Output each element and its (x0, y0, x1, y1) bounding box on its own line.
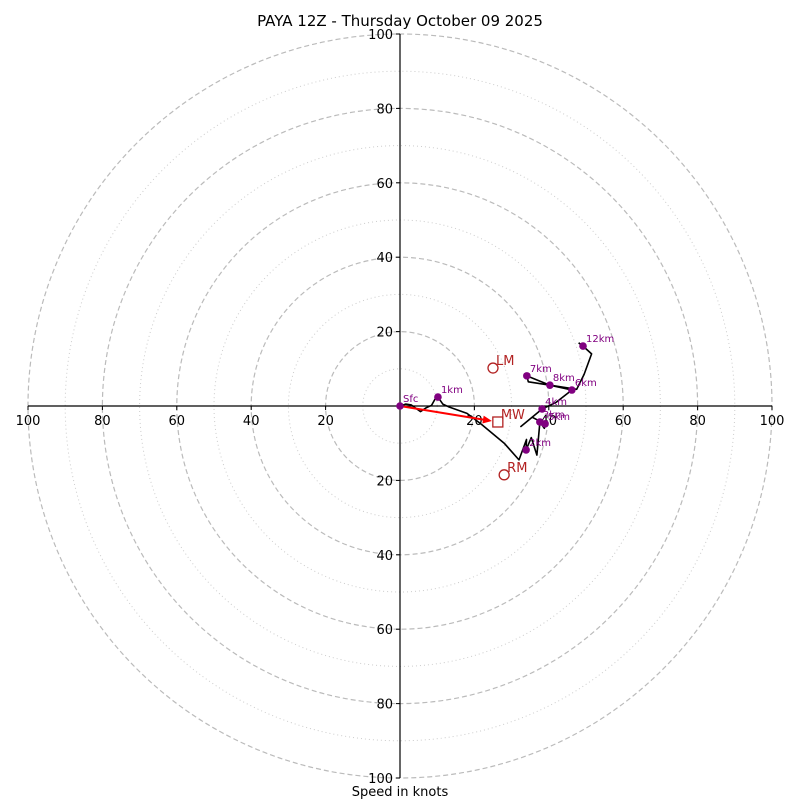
x-tick-label: 100 (16, 414, 41, 429)
storm-label-LM: LM (496, 354, 514, 369)
height-marker-5km (541, 420, 549, 428)
height-label-1km: 1km (441, 385, 463, 396)
x-tick-label: 80 (689, 414, 706, 429)
height-marker-4km (538, 405, 546, 413)
x-tick-label: 80 (94, 414, 111, 429)
tick-labels: 100 80 60 40 20 20 40 60 80 100100806040202040608… (16, 28, 785, 787)
x-tick-label: 100 (760, 414, 785, 429)
x-tick-label: 40 (243, 414, 260, 429)
storm-label-MW: MW (501, 408, 525, 423)
mean-wind-arrow-group (399, 405, 492, 424)
height-label-5km: 5km (548, 412, 570, 423)
height-label-6km: 6km (575, 378, 597, 389)
y-tick-label: 20 (376, 474, 393, 489)
y-tick-label: 80 (376, 698, 393, 713)
height-marker-7km (523, 372, 531, 380)
height-marker-1km (434, 393, 442, 401)
height-marker-2km (522, 446, 530, 454)
height-marker-8km (546, 381, 554, 389)
chart-title: PAYA 12Z - Thursday October 09 2025 (257, 12, 543, 30)
height-label-7km: 7km (530, 364, 552, 375)
height-marker-Sfc (396, 402, 404, 410)
y-tick-label: 100 (368, 28, 393, 43)
storm-marker-RM (498, 469, 510, 481)
y-tick-label: 40 (376, 251, 393, 266)
x-tick-label: 60 (169, 414, 186, 429)
height-marker-12km (579, 342, 587, 350)
height-marker-6km (568, 386, 576, 394)
x-tick-label: 20 (317, 414, 334, 429)
height-label-4km: 4km (545, 397, 567, 408)
y-tick-label: 20 (376, 326, 393, 341)
y-tick-label: 60 (376, 623, 393, 638)
storm-motion-markers: LM RM MW (487, 354, 527, 481)
height-label-Sfc: Sfc (403, 394, 418, 405)
storm-marker-MW (492, 416, 504, 428)
y-tick-label: 80 (376, 102, 393, 117)
storm-label-RM: RM (507, 461, 527, 476)
y-tick-label: 60 (376, 177, 393, 192)
storm-marker-LM (487, 362, 499, 374)
mean-wind-arrow (399, 405, 489, 422)
y-tick-label: 100 (368, 772, 393, 787)
y-tick-label: 40 (376, 549, 393, 564)
height-label-12km: 12km (586, 334, 614, 345)
height-label-3km: 3km (543, 410, 565, 421)
mean-wind-arrowhead (482, 415, 492, 424)
x-tick-label: 60 (615, 414, 632, 429)
height-label-8km: 8km (553, 373, 575, 384)
x-axis-label: Speed in knots (352, 785, 449, 800)
height-label-2km: 2km (529, 438, 551, 449)
